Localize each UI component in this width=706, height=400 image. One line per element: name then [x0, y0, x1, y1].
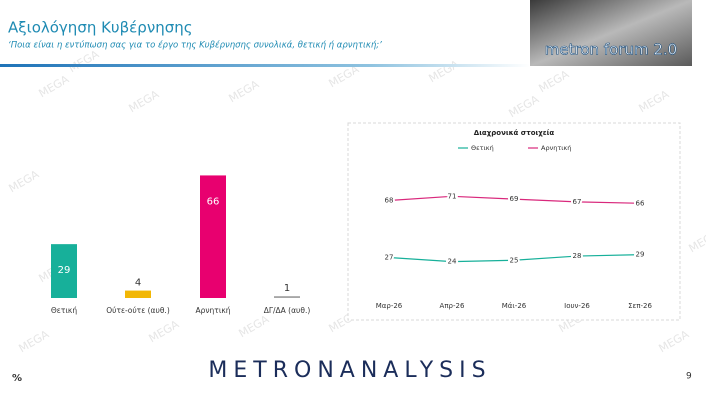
- value-label: 71: [448, 192, 457, 200]
- value-label: 24: [448, 258, 457, 266]
- x-tick-label: ΔΓ/ΔΑ (αυθ.): [264, 306, 311, 315]
- value-label: 25: [510, 256, 519, 264]
- watermark: MEGA: [427, 57, 462, 85]
- watermark: MEGA: [657, 327, 692, 355]
- value-label: 1: [284, 283, 290, 294]
- value-label: 66: [636, 199, 645, 207]
- watermark: MEGA: [507, 92, 542, 120]
- footer-brand: METRONANALYSIS: [208, 358, 491, 383]
- value-label: 66: [207, 196, 220, 207]
- value-label: 4: [135, 278, 141, 289]
- logo-box: [530, 0, 692, 66]
- value-label: 28: [573, 252, 582, 260]
- line-chart-frame: [347, 122, 681, 321]
- watermark: MEGA: [637, 87, 672, 115]
- value-label: 29: [58, 265, 71, 276]
- x-tick-label: Μάι-26: [502, 302, 527, 310]
- series-line: [388, 254, 641, 263]
- watermark: MEGA: [67, 47, 102, 75]
- x-tick-label: Απρ-26: [440, 302, 465, 310]
- watermark: MEGA: [537, 67, 572, 95]
- bar: [51, 244, 77, 298]
- x-tick-label: Μαρ-26: [376, 302, 403, 310]
- legend-label: Θετική: [471, 144, 494, 152]
- bar: [200, 175, 226, 298]
- bar: [125, 290, 151, 298]
- value-label: 68: [385, 196, 394, 204]
- watermark: MEGA: [37, 72, 72, 100]
- watermark: MEGA: [237, 312, 272, 340]
- watermark: MEGA: [147, 317, 182, 345]
- x-tick-label: Ούτε-ούτε (αυθ.): [106, 306, 170, 315]
- x-tick-label: Σεπ-26: [628, 302, 652, 310]
- value-label: 69: [510, 195, 519, 203]
- watermark: MEGA: [7, 167, 42, 195]
- bar: [274, 296, 300, 298]
- value-label: 27: [385, 253, 394, 261]
- legend-label: Αρνητική: [541, 144, 571, 152]
- watermark: MEGA: [687, 227, 706, 255]
- page-number: 9: [686, 372, 692, 382]
- logo-text: metron forum 2.0: [545, 41, 677, 59]
- series-line: [388, 195, 641, 204]
- header-rule: [0, 64, 530, 67]
- chart-title: Διαχρονικά στοιχεία: [474, 129, 555, 137]
- x-tick-label: Θετική: [51, 306, 77, 315]
- footer-unit: %: [12, 373, 22, 384]
- value-label: 29: [636, 251, 645, 259]
- x-tick-label: Αρνητική: [195, 306, 230, 315]
- slide-title: Αξιολόγηση Κυβέρνησης: [8, 19, 193, 37]
- watermark: MEGA: [227, 77, 262, 105]
- x-tick-label: Ιουν-26: [564, 302, 590, 310]
- watermark: MEGA: [17, 327, 52, 355]
- value-label: 67: [573, 198, 582, 206]
- watermark: MEGA: [127, 87, 162, 115]
- slide-subtitle: ‘Ποια είναι η εντύπωση σας για το έργο τ…: [8, 40, 382, 51]
